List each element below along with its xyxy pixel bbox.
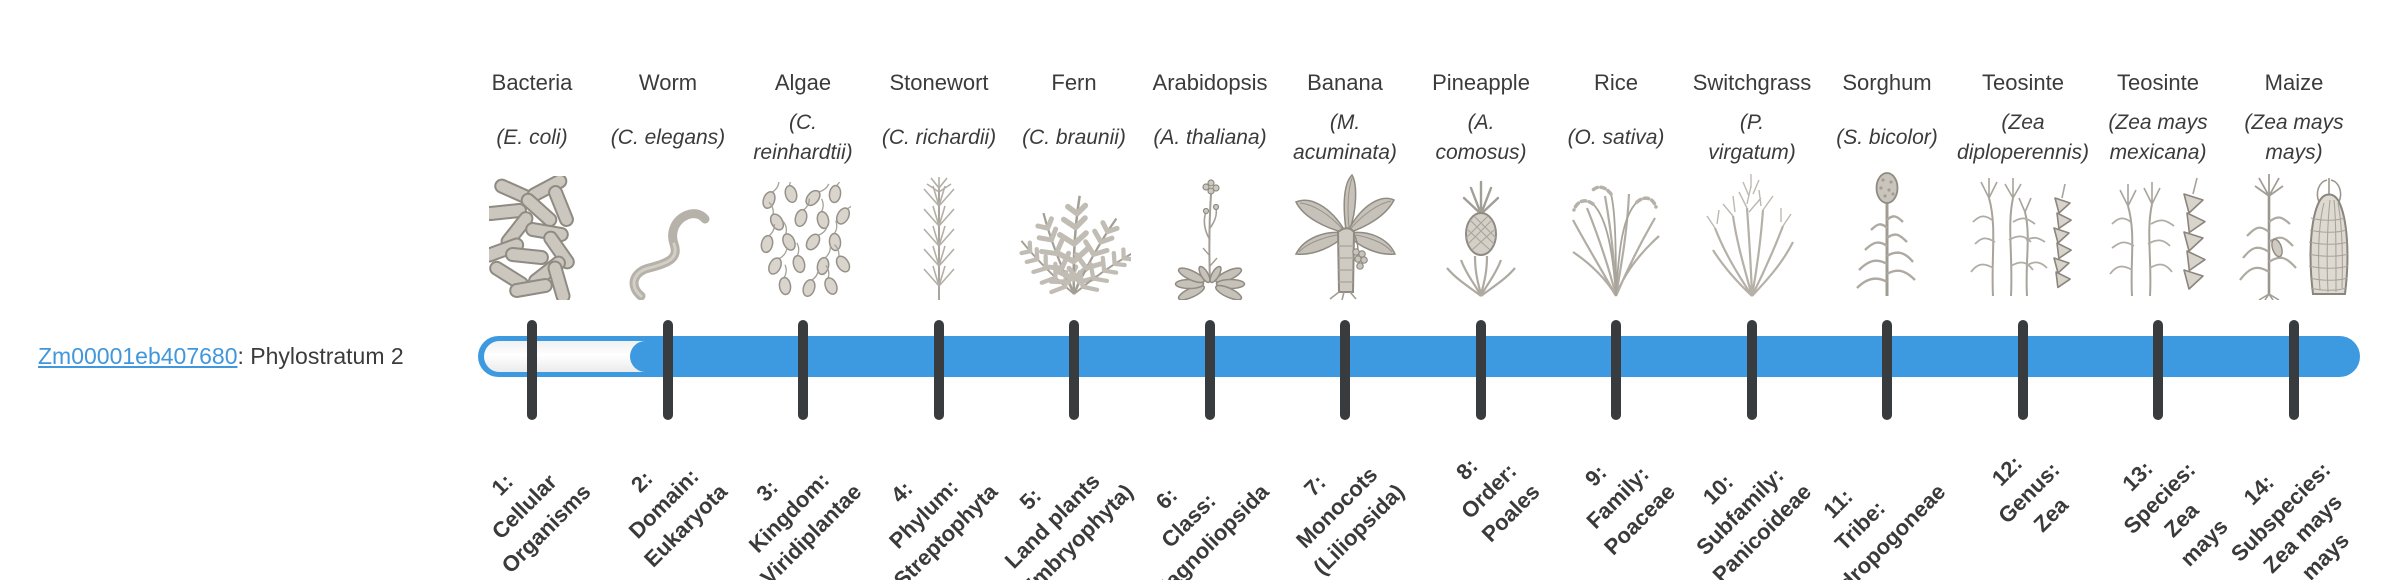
organism-sci-teosinte-mexicana: (Zea mays mexicana): [2108, 110, 2208, 164]
banana-illustration: [1265, 168, 1425, 300]
worm-icon: [629, 209, 710, 300]
tick-3: [798, 320, 808, 420]
timeline-filled-segment: [630, 341, 2354, 372]
gene-link[interactable]: Zm00001eb407680: [38, 343, 238, 369]
organism-name-maize: Maize: [2264, 70, 2324, 95]
gene-phylostratum-text: : Phylostratum 2: [237, 343, 404, 369]
organism-name-stonewort: Stonewort: [889, 70, 989, 95]
gene-label: Zm00001eb407680: Phylostratum 2: [38, 341, 404, 371]
stonewort-icon: [923, 177, 955, 300]
tick-11: [1882, 320, 1892, 420]
organism-sci-pineapple: (A. comosus): [1435, 110, 1527, 164]
bacteria-illustration: [452, 168, 612, 300]
organism-name-arabidopsis: Arabidopsis: [1152, 70, 1268, 95]
organism-name-switchgrass: Switchgrass: [1692, 70, 1812, 95]
switchgrass-icon: [1706, 174, 1794, 297]
stratum-label-text: 9: Family: Poaceae: [1579, 459, 1680, 561]
tick-12: [2018, 320, 2028, 420]
fern-illustration: [994, 168, 1154, 300]
tick-1: [527, 320, 537, 420]
tick-2: [663, 320, 673, 420]
tick-14: [2289, 320, 2299, 420]
organism-sci-worm: (C. elegans): [610, 125, 726, 149]
stratum-label-text: 3: Kingdom: Viridiplantae: [744, 467, 867, 580]
organism-sci-bacteria: (E. coli): [496, 125, 568, 149]
tick-4: [934, 320, 944, 420]
rice-plant-icon: [1572, 185, 1660, 297]
organism-name-fern: Fern: [1051, 70, 1097, 95]
organism-sci-banana: (M. acuminata): [1293, 110, 1397, 164]
teosinte-plant-icon: [1970, 178, 2073, 297]
stratum-label-text: 12: Genus: Zea: [1987, 450, 2074, 538]
tick-13: [2153, 320, 2163, 420]
organism-sci-sorghum: (S. bicolor): [1836, 125, 1938, 149]
organism-sci-fern: (C. braunii): [1022, 125, 1126, 149]
teosinte-diploperennis-illustration: [1943, 168, 2103, 300]
organism-name-teosinte-mexicana: Teosinte: [2117, 70, 2199, 95]
organism-name-teosinte-diploperennis: Teosinte: [1982, 70, 2064, 95]
maize-illustration: [2214, 168, 2374, 300]
fern-icon: [1017, 180, 1131, 300]
tick-5: [1069, 320, 1079, 420]
tick-10: [1747, 320, 1757, 420]
stonewort-illustration: [859, 168, 1019, 300]
organism-name-banana: Banana: [1307, 70, 1383, 95]
stratum-label-text: 7: Monocots (Liliopsida): [1290, 461, 1409, 580]
arabidopsis-illustration: [1130, 168, 1290, 300]
pineapple-icon: [1446, 180, 1516, 297]
algae-icon: [759, 182, 851, 299]
tick-9: [1611, 320, 1621, 420]
bacteria-icon: [489, 176, 575, 300]
stratum-label-text: 8: Order: Poales: [1451, 453, 1545, 548]
worm-illustration: [588, 168, 748, 300]
organism-sci-maize: (Zea mays mays): [2244, 110, 2344, 164]
organism-sci-arabidopsis: (A. thaliana): [1153, 125, 1267, 149]
tick-8: [1476, 320, 1486, 420]
organism-name-sorghum: Sorghum: [1842, 70, 1932, 95]
maize-plant-and-cob-icon: [2239, 174, 2349, 300]
organism-name-rice: Rice: [1593, 70, 1638, 95]
stratum-label-text: 2: Domain: Eukaryota: [623, 463, 732, 573]
banana-tree-icon: [1294, 173, 1397, 300]
stratum-label-text: 14: Subspecies: Zea mays mays: [2226, 457, 2355, 580]
stratum-label-text: 1: Cellular Organisms: [486, 468, 596, 579]
organism-name-algae: Algae: [774, 70, 832, 95]
organism-sci-algae: (C. reinhardtii): [753, 110, 853, 164]
pineapple-illustration: [1401, 168, 1561, 300]
teosinte-ear-icon: [2109, 177, 2207, 297]
organism-name-worm: Worm: [638, 70, 698, 95]
organism-name-bacteria: Bacteria: [491, 70, 573, 95]
sorghum-illustration: [1807, 168, 1967, 300]
rice-illustration: [1536, 168, 1696, 300]
teosinte-mexicana-illustration: [2078, 168, 2238, 300]
switchgrass-illustration: [1672, 168, 1832, 300]
tick-6: [1205, 320, 1215, 420]
tick-7: [1340, 320, 1350, 420]
organism-sci-teosinte-diploperennis: (Zea diploperennis): [1957, 110, 2089, 164]
organism-sci-rice: (O. sativa): [1567, 125, 1665, 149]
organism-name-pineapple: Pineapple: [1432, 70, 1530, 95]
arabidopsis-icon: [1174, 179, 1246, 300]
organism-sci-switchgrass: (P. virgatum): [1708, 110, 1796, 164]
sorghum-icon: [1856, 172, 1916, 296]
organism-sci-stonewort: (C. richardii): [881, 125, 997, 149]
